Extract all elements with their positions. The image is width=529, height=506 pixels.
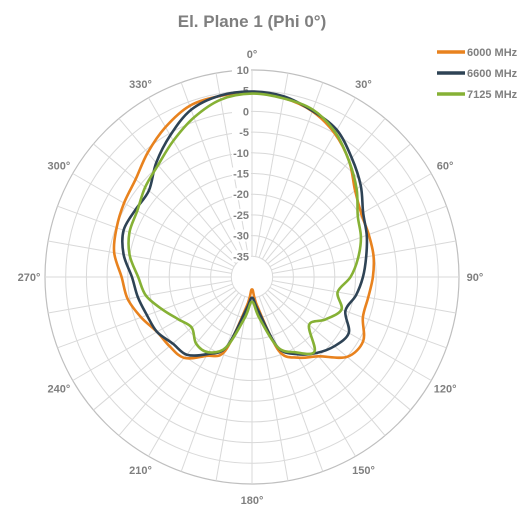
radial-tick-label-bg [232,250,251,263]
grid-spoke [264,118,386,262]
angle-tick-label: 90° [467,272,484,284]
series-lines [112,90,376,360]
radial-tick-label-bg [232,126,251,139]
radial-tick-label: -10 [233,148,249,160]
angle-tick-label: 120° [434,384,457,396]
legend-label: 6600 MHz [467,68,518,80]
radial-tick-label-bg [232,167,251,180]
radial-tick-label: -20 [233,189,249,201]
grid-spoke [261,97,356,260]
legend: 6000 MHz 6600 MHz 7125 MHz [437,47,518,101]
grid-spoke [215,297,249,481]
angle-tick-label: 180° [241,495,264,506]
grid-spoke [267,289,411,411]
series-line-6000-mhz [112,91,376,360]
radial-tick-label-bg [232,208,251,221]
grid-spoke [269,286,432,381]
grid-spoke [93,143,237,265]
radial-tick-label-bg [232,146,251,159]
radial-tick-label: -5 [239,127,249,139]
angle-tick-label: 240° [47,384,70,396]
angle-tick-labels: 0° 30° 60° 90° 120° 150° 180° 210° 240° 270° 300° 3… [18,49,484,506]
grid-spoke [72,286,235,381]
grid-spoke [258,296,324,472]
grid-spoke [118,118,240,262]
grid-spoke [255,73,289,257]
radial-tick-label: -15 [233,169,249,181]
angle-tick-label: 60° [437,161,454,173]
radial-tick-label-bg [232,64,251,76]
grid-spoke [264,292,386,436]
radial-tick-label: 10 [237,65,249,77]
grid-spoke [271,205,447,271]
grid-spoke [48,280,232,314]
angle-tick-label: 0° [247,49,258,61]
grid-spoke [48,240,232,274]
grid-spoke [93,289,237,411]
grid-spoke [180,296,246,472]
chart-title: El. Plane 1 (Phi 0°) [178,12,327,31]
angle-tick-label: 210° [129,465,152,477]
angle-tick-label: 300° [47,161,70,173]
grid-spoke [261,294,356,457]
radial-tick-label: -35 [233,251,249,263]
polar-grid [44,69,460,485]
grid-spoke [57,283,233,349]
angle-tick-label: 150° [352,465,375,477]
radial-tick-label-bg [232,188,251,201]
grid-spoke [57,205,233,271]
radial-tick-label: -30 [233,231,249,243]
grid-spoke [255,297,289,481]
radial-tick-label-bg [232,229,251,242]
grid-spoke [215,73,249,257]
grid-spoke [148,294,243,457]
grid-spoke [180,82,246,258]
grid-spoke [148,97,243,260]
series-line-7125-mhz [127,92,363,356]
grid-spoke [72,173,235,268]
legend-label: 6000 MHz [467,47,518,59]
legend-label: 7125 MHz [467,89,518,101]
radial-tick-label: 0 [243,106,249,118]
radial-tick-label-bg [232,105,251,118]
angle-tick-label: 30° [355,79,372,91]
grid-spoke [271,283,447,349]
angle-tick-label: 270° [18,272,41,284]
grid-spoke [269,173,432,268]
series-line-6600-mhz [121,90,369,357]
angle-tick-label: 330° [129,79,152,91]
grid-spoke [272,240,456,274]
grid-spoke [118,292,240,436]
radial-tick-label: -25 [233,210,249,222]
grid-spoke [267,143,411,265]
grid-spoke [272,280,456,314]
